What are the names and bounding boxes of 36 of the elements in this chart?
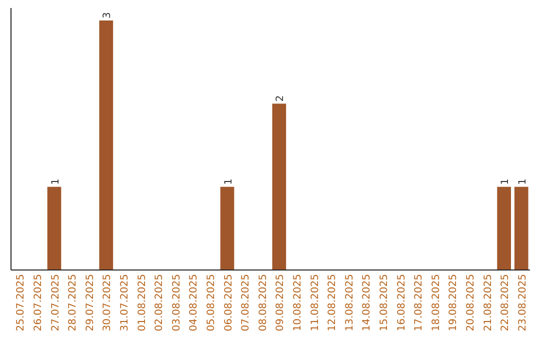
x-tick-label: 09.08.2025 bbox=[275, 274, 286, 332]
data-label: 1 bbox=[517, 178, 528, 185]
x-tick-label: 01.08.2025 bbox=[136, 274, 148, 332]
x-tick-label: 23.08.2025 bbox=[517, 274, 528, 332]
x-tick-label: 21.08.2025 bbox=[482, 274, 494, 332]
data-label: 3 bbox=[102, 12, 114, 18]
x-tick-label: 08.08.2025 bbox=[258, 274, 269, 332]
x-tick-label: 04.08.2025 bbox=[188, 274, 200, 332]
x-tick-label: 25.07.2025 bbox=[16, 274, 27, 332]
x-tick-label: 15.08.2025 bbox=[378, 274, 390, 332]
x-tick-label: 18.08.2025 bbox=[430, 274, 442, 332]
x-tick-label: 03.08.2025 bbox=[171, 274, 182, 332]
data-label: 1 bbox=[500, 178, 512, 185]
x-tick-label: 13.08.2025 bbox=[344, 274, 356, 332]
x-tick-label: 17.08.2025 bbox=[414, 274, 425, 332]
x-tick-label: 26.07.2025 bbox=[32, 274, 44, 332]
x-tick-label: 29.07.2025 bbox=[84, 274, 96, 332]
x-tick-label: 31.07.2025 bbox=[119, 274, 130, 332]
data-label: 2 bbox=[275, 95, 286, 102]
x-tick-label: 20.08.2025 bbox=[465, 274, 476, 332]
x-tick-label: 14.08.2025 bbox=[362, 274, 373, 332]
x-tick-label: 11.08.2025 bbox=[310, 274, 321, 332]
x-tick-label: 12.08.2025 bbox=[327, 274, 338, 332]
x-tick-label: 27.07.2025 bbox=[50, 274, 62, 332]
x-tick-label: 10.08.2025 bbox=[292, 274, 304, 332]
x-tick-label: 16.08.2025 bbox=[396, 274, 408, 332]
x-tick-label: 06.08.2025 bbox=[223, 274, 234, 332]
x-tick-label: 22.08.2025 bbox=[500, 274, 512, 332]
x-tick-label: 28.07.2025 bbox=[68, 274, 79, 332]
x-tick-label: 19.08.2025 bbox=[448, 274, 460, 332]
x-tick-label: 07.08.2025 bbox=[240, 274, 252, 332]
data-label: 1 bbox=[223, 178, 234, 185]
x-tick-label: 30.07.2025 bbox=[102, 274, 114, 332]
data-label: 1 bbox=[50, 178, 62, 185]
x-tick-label: 05.08.2025 bbox=[206, 274, 217, 332]
x-tick-label: 02.08.2025 bbox=[154, 274, 166, 332]
